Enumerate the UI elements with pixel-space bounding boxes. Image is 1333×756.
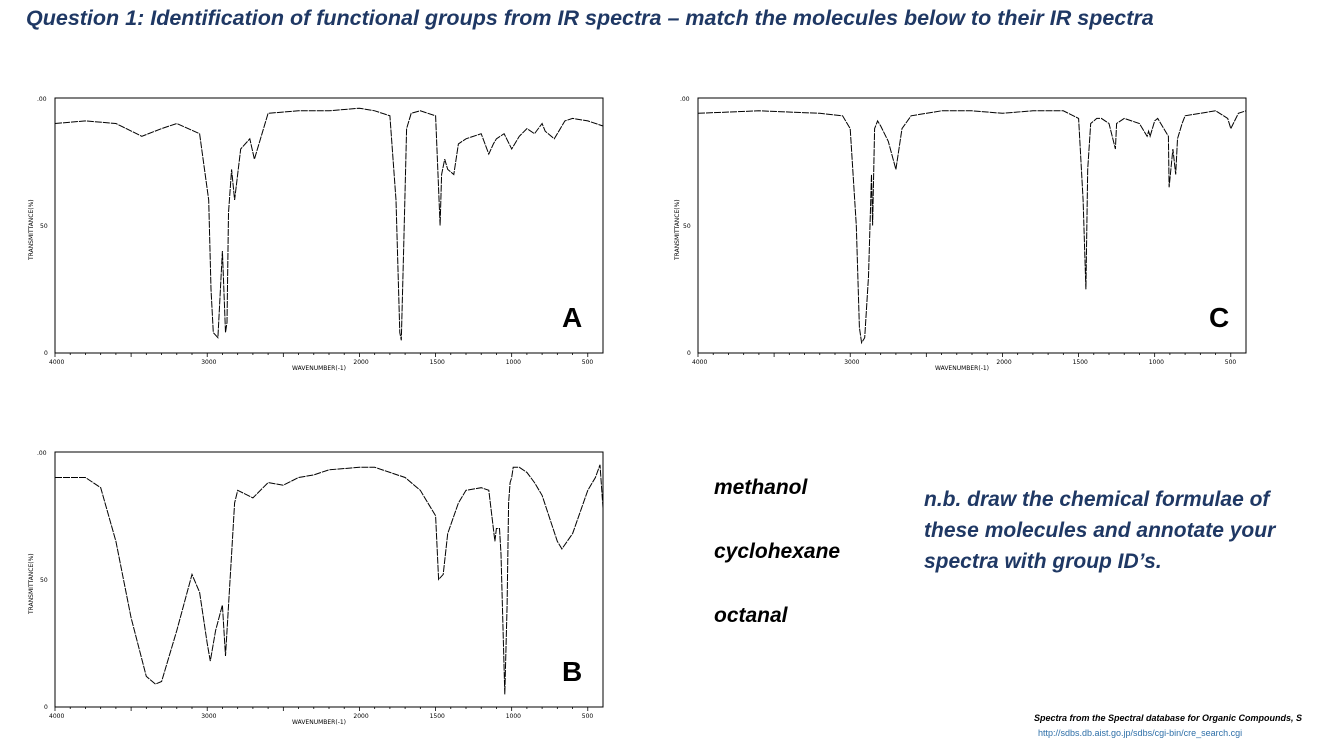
x-tick-4: 1000 xyxy=(1149,359,1164,366)
x-tick-3: 1500 xyxy=(430,359,445,366)
x-tick-4: 1000 xyxy=(506,359,521,366)
x-tick-3: 1500 xyxy=(430,713,445,720)
panel-label-c: C xyxy=(1209,302,1230,333)
instruction-note: n.b. draw the chemical formulae of these… xyxy=(924,488,1276,573)
y-tick-top: .00 xyxy=(37,96,47,103)
x-tick-0: 4000 xyxy=(49,359,64,366)
x-tick-2: 2000 xyxy=(353,359,368,366)
panel-label-a: A xyxy=(562,302,583,333)
y-tick-bottom: 0 xyxy=(687,350,691,357)
x-tick-2: 2000 xyxy=(996,359,1011,366)
spectrum-a: TRANSMITTANCE(%) WAVENUMBER(-1) .00 50 0… xyxy=(22,90,612,375)
x-tick-0: 4000 xyxy=(49,713,64,720)
x-tick-2: 2000 xyxy=(353,713,368,720)
molecule-octanal: octanal xyxy=(714,604,788,627)
x-tick-3: 1500 xyxy=(1073,359,1088,366)
spectrum-b: TRANSMITTANCE(%) WAVENUMBER(-1) .00 50 0… xyxy=(22,444,612,729)
plot-frame xyxy=(54,97,604,354)
y-axis-label: TRANSMITTANCE(%) xyxy=(28,199,35,261)
x-axis-label: WAVENUMBER(-1) xyxy=(935,365,989,372)
spectrum-a-chart: TRANSMITTANCE(%) WAVENUMBER(-1) .00 50 0… xyxy=(28,96,604,372)
x-tick-1: 3000 xyxy=(201,359,216,366)
y-tick-top: .00 xyxy=(37,450,47,457)
spectrum-c: TRANSMITTANCE(%) WAVENUMBER(-1) .00 50 0… xyxy=(665,90,1255,375)
spectrum-line-c xyxy=(697,110,1247,345)
plot-frame xyxy=(697,97,1247,354)
x-tick-4: 1000 xyxy=(506,713,521,720)
spectrum-line-a xyxy=(54,107,604,341)
y-axis-label: TRANSMITTANCE(%) xyxy=(674,199,681,261)
y-axis-label: TRANSMITTANCE(%) xyxy=(28,553,35,615)
panel-label-b: B xyxy=(562,656,583,687)
y-tick-mid: 50 xyxy=(40,577,48,584)
y-tick-mid: 50 xyxy=(40,223,48,230)
source-credit: Spectra from the Spectral database for O… xyxy=(1034,713,1303,723)
x-tick-0: 4000 xyxy=(692,359,707,366)
x-axis-label: WAVENUMBER(-1) xyxy=(292,719,346,726)
x-tick-5: 500 xyxy=(1225,359,1237,366)
x-tick-5: 500 xyxy=(582,359,594,366)
x-tick-1: 3000 xyxy=(844,359,859,366)
page-title: Question 1: Identification of functional… xyxy=(26,6,1154,30)
spectrum-b-chart: TRANSMITTANCE(%) WAVENUMBER(-1) .00 50 0… xyxy=(28,450,604,726)
molecule-methanol: methanol xyxy=(714,476,808,499)
y-tick-top: .00 xyxy=(680,96,690,103)
source-url[interactable]: http://sdbs.db.aist.go.jp/sdbs/cgi-bin/c… xyxy=(1038,728,1243,738)
y-tick-bottom: 0 xyxy=(44,704,48,711)
y-tick-bottom: 0 xyxy=(44,350,48,357)
x-tick-5: 500 xyxy=(582,713,594,720)
spectrum-line-b xyxy=(55,464,604,695)
molecule-cyclohexane: cyclohexane xyxy=(714,540,841,563)
plot-frame xyxy=(54,451,604,708)
x-axis-label: WAVENUMBER(-1) xyxy=(292,365,346,372)
y-tick-mid: 50 xyxy=(683,223,691,230)
x-tick-1: 3000 xyxy=(201,713,216,720)
spectrum-c-chart: TRANSMITTANCE(%) WAVENUMBER(-1) .00 50 0… xyxy=(674,96,1247,372)
